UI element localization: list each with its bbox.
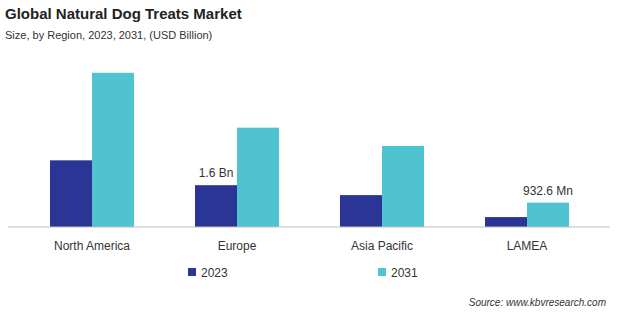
bar bbox=[485, 217, 527, 227]
x-axis-line bbox=[8, 227, 610, 228]
bar bbox=[50, 160, 92, 227]
subtitle: Size, by Region, 2023, 2031, (USD Billio… bbox=[5, 29, 212, 41]
bar bbox=[237, 128, 279, 227]
legend: 2023 2031 bbox=[188, 266, 418, 280]
data-label: 932.6 Mn bbox=[523, 184, 573, 198]
x-tick-label: LAMEA bbox=[507, 239, 548, 253]
bar bbox=[92, 73, 134, 227]
data-labels: 1.6 Bn 932.6 Mn bbox=[199, 166, 573, 197]
source: Source: www.kbvresearch.com bbox=[469, 297, 606, 308]
chart-svg: Global Natural Dog Treats Market Size, by… bbox=[0, 0, 619, 322]
bar bbox=[527, 203, 569, 227]
x-tick-label: Europe bbox=[218, 239, 257, 253]
bar bbox=[340, 195, 382, 227]
legend-swatch bbox=[188, 268, 196, 276]
bar bbox=[382, 146, 424, 227]
legend-swatch bbox=[378, 268, 386, 276]
title: Global Natural Dog Treats Market bbox=[5, 5, 242, 22]
legend-label: 2023 bbox=[201, 266, 228, 280]
x-tick-label: Asia Pacific bbox=[351, 239, 413, 253]
chart-container: Global Natural Dog Treats Market Size, by… bbox=[0, 0, 619, 322]
bars bbox=[50, 73, 569, 227]
bar bbox=[195, 185, 237, 227]
data-label: 1.6 Bn bbox=[199, 166, 234, 180]
x-tick-label: North America bbox=[54, 239, 130, 253]
legend-label: 2031 bbox=[391, 266, 418, 280]
